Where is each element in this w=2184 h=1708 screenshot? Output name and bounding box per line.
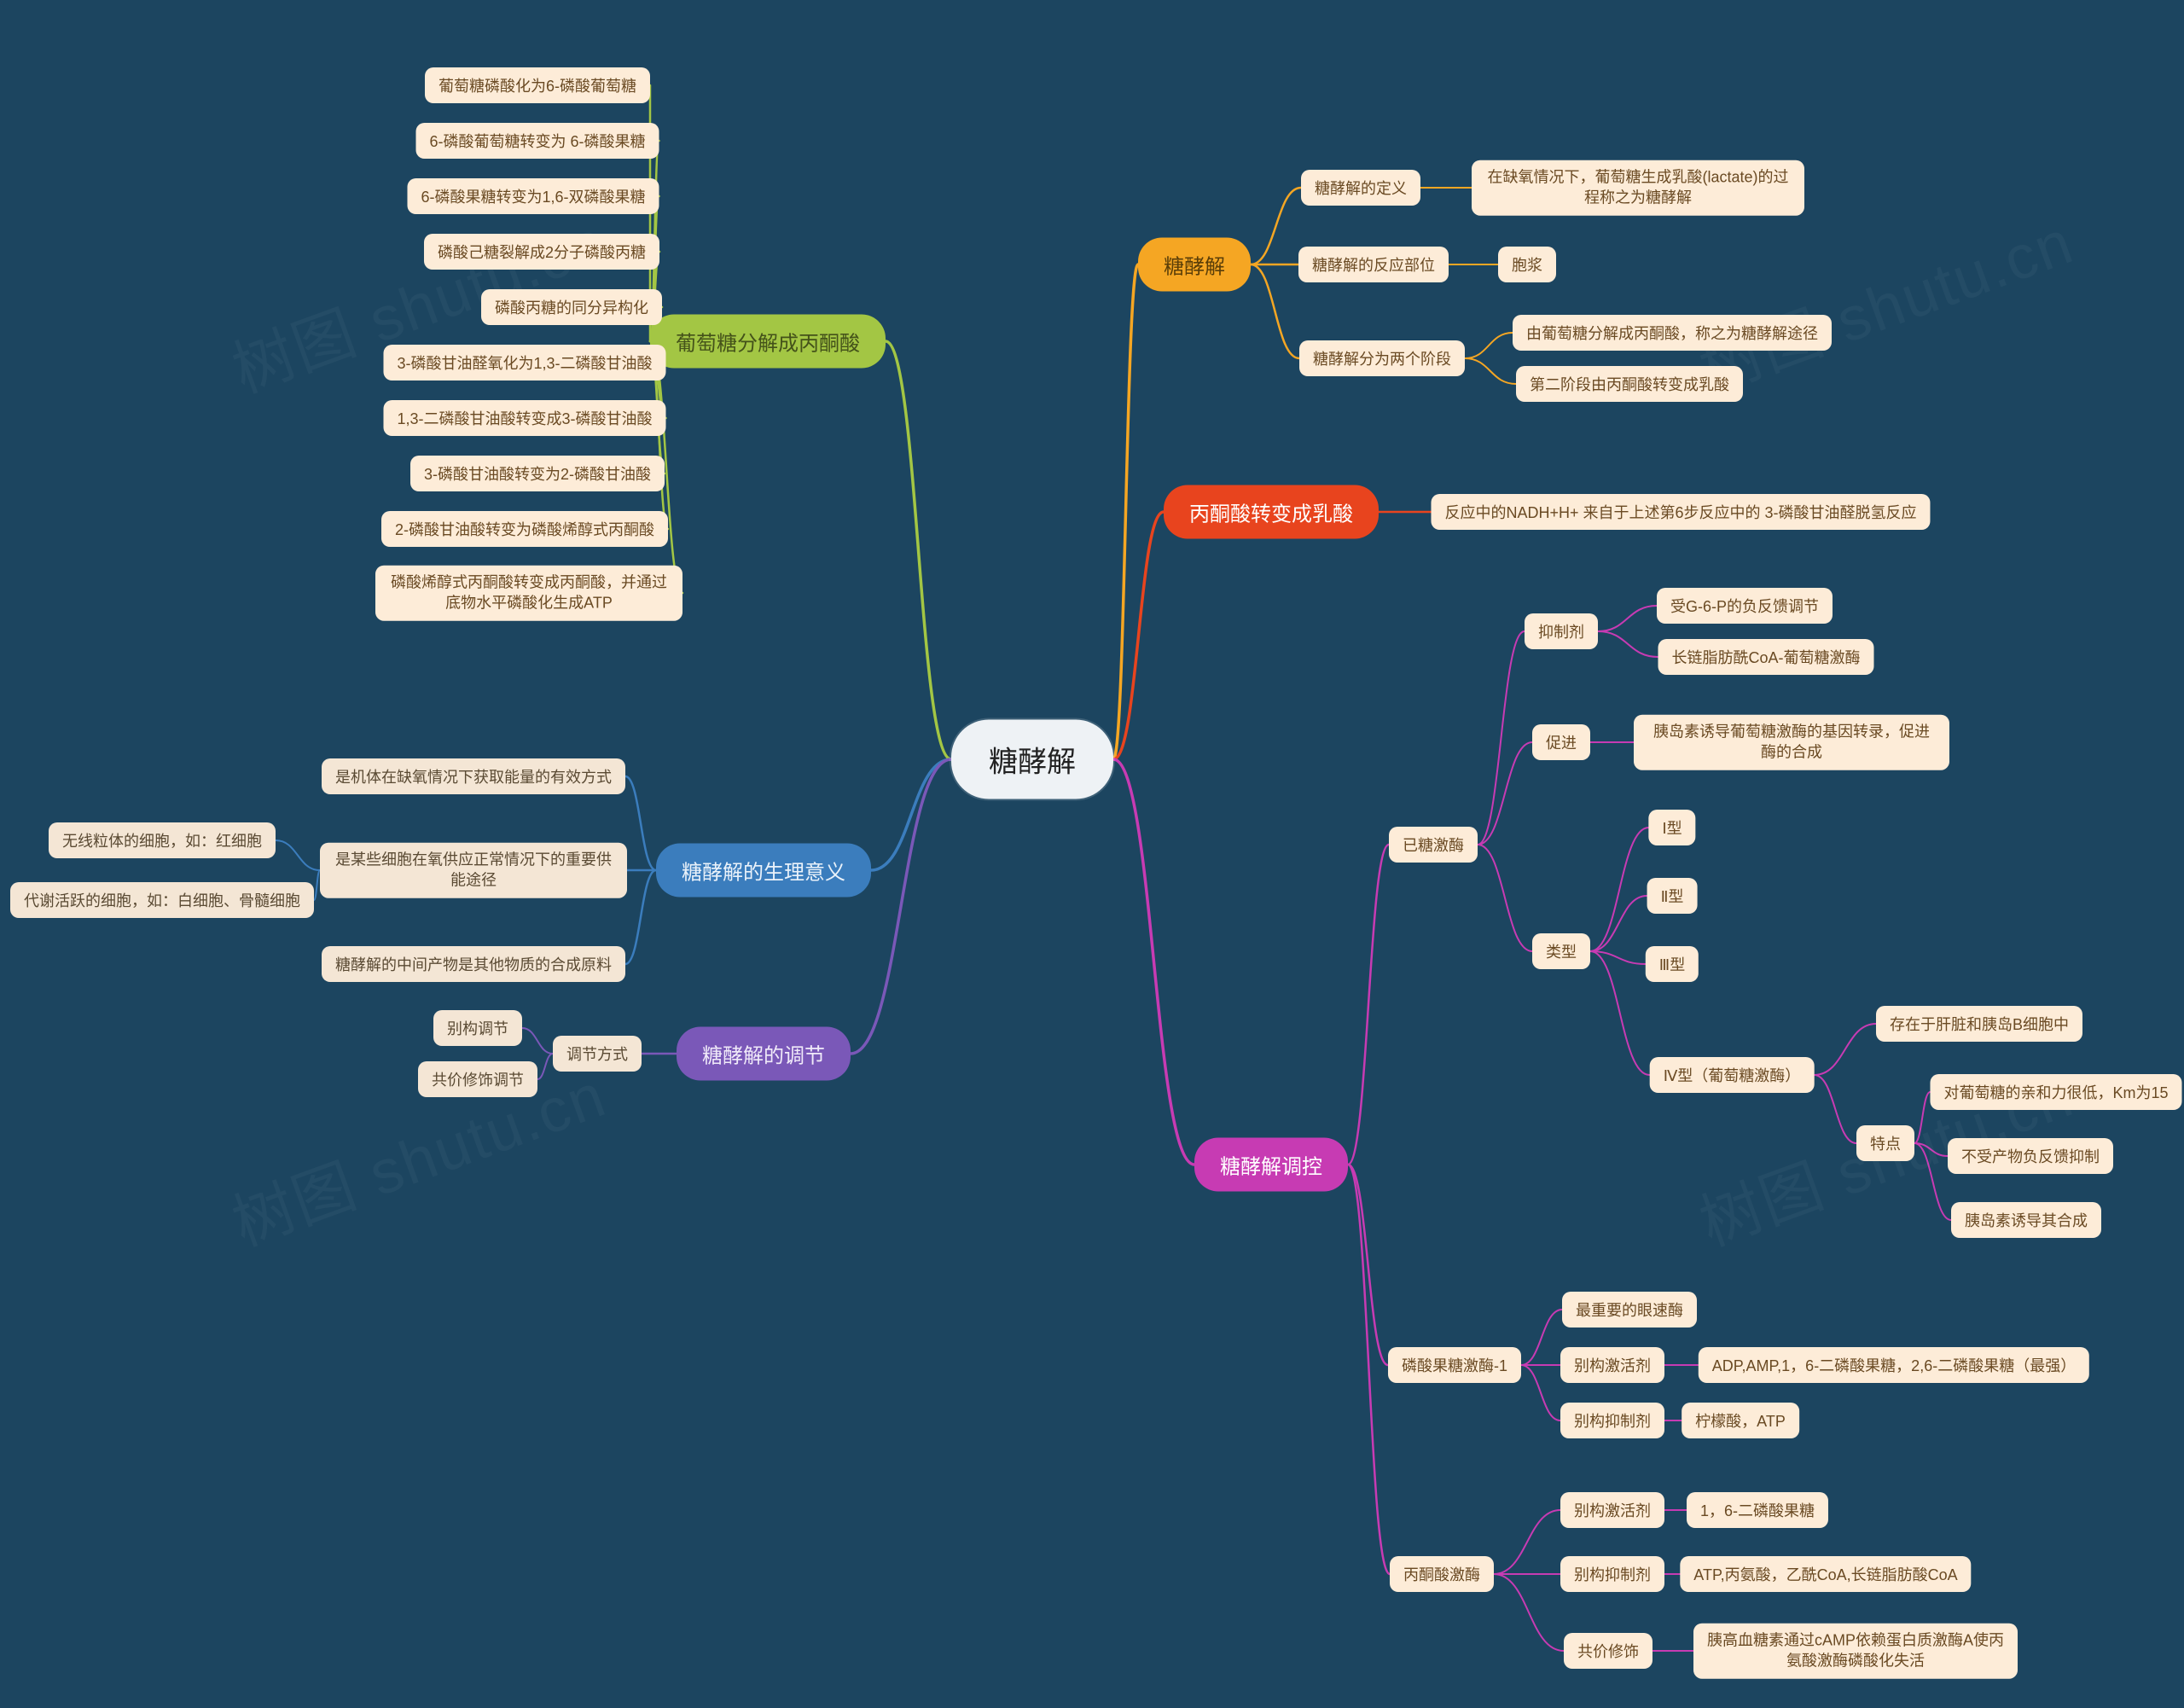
leaf-node: 共价修饰 (1564, 1633, 1653, 1669)
leaf-node: 胰高血糖素通过cAMP依赖蛋白质激酶A使丙氨酸激酶磷酸化失活 (1693, 1624, 2018, 1679)
branch-node: 糖酵解的调节 (677, 1027, 851, 1081)
sub-node: 糖酵解的中间产物是其他物质的合成原料 (322, 946, 625, 982)
sub-node: 磷酸丙糖的同分异构化 (481, 289, 662, 325)
sub-node: 葡萄糖磷酸化为6-磷酸葡萄糖 (425, 67, 650, 103)
leaf-node: 不受产物负反馈抑制 (1948, 1138, 2113, 1174)
sub-node: 糖酵解的反应部位 (1298, 247, 1449, 282)
leaf-node: 长链脂肪酰CoA-葡萄糖激酶 (1658, 639, 1873, 675)
leaf-node: 胰岛素诱导其合成 (1951, 1202, 2101, 1238)
sub-node: 已糖激酶 (1389, 827, 1478, 863)
leaf-node: Ⅱ型 (1647, 878, 1698, 914)
leaf-node: 受G-6-P的负反馈调节 (1657, 588, 1833, 624)
leaf-node: 在缺氧情况下，葡萄糖生成乳酸(lactate)的过程称之为糖酵解 (1472, 160, 1804, 216)
sub-node: 6-磷酸果糖转变为1,6-双磷酸果糖 (407, 178, 659, 214)
leaf-node: 别构激活剂 (1560, 1347, 1664, 1383)
root-node: 糖酵解 (951, 720, 1113, 799)
leaf-node: 促进 (1532, 724, 1590, 760)
leaf-node: 别构抑制剂 (1560, 1403, 1664, 1438)
leaf-node: 类型 (1532, 933, 1590, 969)
sub-node: 1,3-二磷酸甘油酸转变成3-磷酸甘油酸 (383, 400, 665, 436)
leaf-node: 最重要的眼速酶 (1562, 1292, 1697, 1327)
leaf-node: 别构抑制剂 (1560, 1556, 1664, 1592)
sub-node: 3-磷酸甘油酸转变为2-磷酸甘油酸 (410, 456, 665, 491)
leaf-node: 对葡萄糖的亲和力很低，Km为15 (1930, 1074, 2181, 1110)
leaf-node: 共价修饰调节 (418, 1061, 537, 1097)
leaf-node: Ⅳ型（葡萄糖激酶） (1650, 1057, 1815, 1093)
sub-node: 调节方式 (553, 1036, 642, 1072)
leaf-node: 由葡萄糖分解成丙酮酸，称之为糖酵解途径 (1513, 315, 1832, 351)
leaf-node: Ⅰ型 (1648, 810, 1695, 845)
sub-node: 磷酸烯醇式丙酮酸转变成丙酮酸，并通过底物水平磷酸化生成ATP (375, 566, 682, 621)
leaf-node: 胞浆 (1498, 247, 1556, 282)
sub-node: 丙酮酸激酶 (1390, 1556, 1494, 1592)
sub-node: 是机体在缺氧情况下获取能量的有效方式 (322, 758, 625, 794)
leaf-node: 代谢活跃的细胞，如：白细胞、骨髓细胞 (10, 882, 314, 918)
leaf-node: 无线粒体的细胞，如：红细胞 (49, 822, 276, 858)
leaf-node: Ⅲ型 (1646, 946, 1699, 982)
branch-node: 糖酵解调控 (1194, 1138, 1348, 1192)
sub-node: 3-磷酸甘油醛氧化为1,3-二磷酸甘油酸 (383, 345, 665, 381)
sub-node: 2-磷酸甘油酸转变为磷酸烯醇式丙酮酸 (381, 511, 668, 547)
sub-node: 6-磷酸葡萄糖转变为 6-磷酸果糖 (415, 123, 659, 159)
watermark: 树图 shutu.cn (1686, 192, 2083, 410)
sub-node: 糖酵解分为两个阶段 (1299, 340, 1465, 376)
branch-node: 糖酵解的生理意义 (656, 844, 871, 898)
leaf-node: 胰岛素诱导葡萄糖激酶的基因转录，促进酶的合成 (1634, 715, 1949, 770)
leaf-node: ATP,丙氨酸，乙酰CoA,长链脂肪酸CoA (1680, 1556, 1971, 1592)
leaf-node: 1，6-二磷酸果糖 (1687, 1492, 1828, 1528)
leaf-node: 存在于肝脏和胰岛B细胞中 (1876, 1006, 2082, 1042)
sub-node: 糖酵解的定义 (1301, 170, 1420, 206)
leaf-node: 别构调节 (433, 1010, 522, 1046)
sub-node: 反应中的NADH+H+ 来自于上述第6步反应中的 3-磷酸甘油醛脱氢反应 (1431, 494, 1930, 530)
leaf-node: ADP,AMP,1，6-二磷酸果糖，2,6-二磷酸果糖（最强） (1699, 1347, 2089, 1383)
branch-node: 葡萄糖分解成丙酮酸 (650, 315, 886, 369)
sub-node: 磷酸果糖激酶-1 (1388, 1347, 1521, 1383)
sub-node: 磷酸己糖裂解成2分子磷酸丙糖 (424, 234, 659, 270)
leaf-node: 柠檬酸，ATP (1682, 1403, 1799, 1438)
sub-node: 是某些细胞在氧供应正常情况下的重要供 能途径 (320, 843, 627, 898)
leaf-node: 第二阶段由丙酮酸转变成乳酸 (1516, 366, 1743, 402)
leaf-node: 抑制剂 (1525, 613, 1598, 649)
leaf-node: 特点 (1856, 1125, 1914, 1161)
leaf-node: 别构激活剂 (1560, 1492, 1664, 1528)
branch-node: 丙酮酸转变成乳酸 (1164, 485, 1379, 539)
branch-node: 糖酵解 (1138, 238, 1251, 292)
